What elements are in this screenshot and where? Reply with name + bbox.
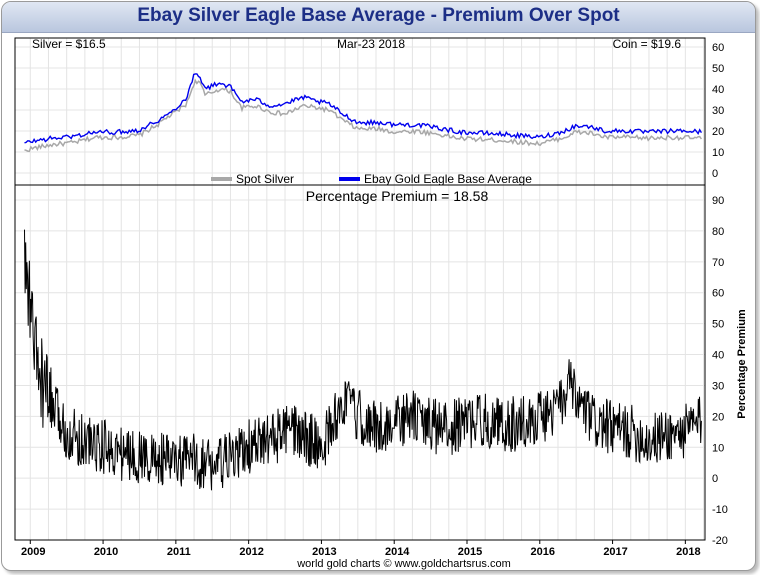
- y-tick-label-bottom: 40: [712, 350, 724, 362]
- spot-silver-line: [24, 78, 703, 153]
- y-tick-label-top: 10: [712, 147, 724, 159]
- ebay-average-line: [24, 73, 703, 144]
- y-tick-label-bottom: 0: [712, 473, 718, 485]
- x-tick-label: 2016: [531, 546, 555, 558]
- x-tick-label: 2015: [458, 546, 482, 558]
- y-tick-label-top: 30: [712, 105, 724, 117]
- x-tick-label: 2014: [385, 546, 410, 558]
- y-tick-label-bottom: 50: [712, 319, 724, 331]
- y-tick-label-bottom: 10: [712, 442, 724, 454]
- y-tick-label-bottom: 20: [712, 411, 724, 423]
- y-tick-label-top: 0: [712, 168, 718, 180]
- y-tick-label-bottom: 80: [712, 226, 724, 238]
- y-tick-label-bottom: -20: [712, 535, 728, 547]
- y-tick-label-bottom: 30: [712, 380, 724, 392]
- x-tick-label: 2018: [676, 546, 700, 558]
- legend-label-ebay-average: Ebay Gold Eagle Base Average: [364, 172, 532, 186]
- x-tick-label: 2011: [167, 546, 191, 558]
- x-tick-label: 2012: [239, 546, 263, 558]
- chart-date-label: Mar-23 2018: [337, 37, 405, 51]
- y-tick-label-top: 40: [712, 84, 724, 96]
- y-tick-label-top: 50: [712, 63, 724, 75]
- y-axis-label: Percentage Premium: [736, 309, 748, 419]
- y-tick-label-top: 20: [712, 126, 724, 138]
- grid: [15, 38, 705, 541]
- title-bar: Ebay Silver Eagle Base Average - Premium…: [2, 2, 755, 33]
- legend-label-spot-silver: Spot Silver: [236, 172, 294, 186]
- x-tick-label: 2009: [21, 546, 45, 558]
- coin-price-label: Coin = $19.6: [613, 37, 682, 51]
- y-tick-label-bottom: -10: [712, 504, 728, 516]
- chart-title: Ebay Silver Eagle Base Average - Premium…: [137, 5, 620, 26]
- x-tick-label: 2010: [94, 546, 118, 558]
- y-tick-label-top: 60: [712, 42, 724, 54]
- footer-credit: world gold charts © www.goldchartsrus.co…: [296, 558, 511, 570]
- plot-border: [14, 37, 706, 541]
- premium-line: [24, 229, 702, 491]
- y-tick-label-bottom: 70: [712, 257, 724, 269]
- x-tick-label: 2017: [603, 546, 627, 558]
- y-tick-label-bottom: 60: [712, 288, 724, 300]
- silver-price-label: Silver = $16.5: [32, 37, 106, 51]
- y-tick-label-bottom: 90: [712, 195, 724, 207]
- premium-title: Percentage Premium = 18.58: [306, 188, 489, 204]
- x-tick-label: 2013: [312, 546, 336, 558]
